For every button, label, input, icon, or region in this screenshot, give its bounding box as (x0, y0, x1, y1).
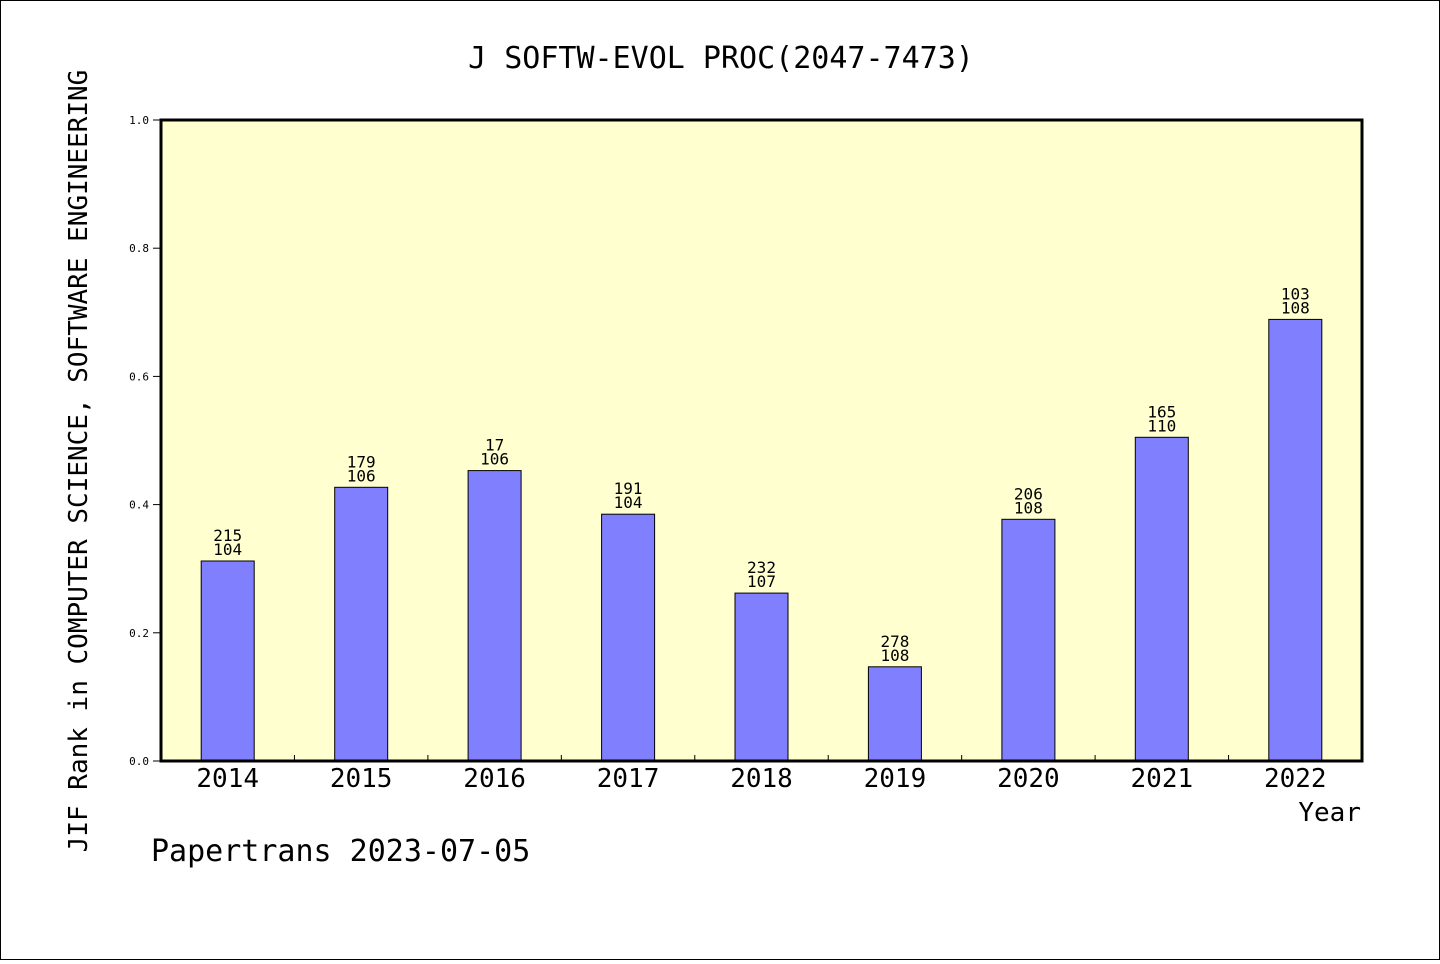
bar (867, 666, 922, 762)
bar-label-total: 104 (614, 493, 643, 512)
bar (334, 486, 389, 762)
bar (1001, 518, 1056, 762)
bar (734, 592, 789, 762)
bar (1134, 436, 1189, 762)
bar-label-total: 110 (1147, 416, 1176, 435)
bar-label-rank: 165 (1147, 402, 1176, 421)
x-tick-label: 2022 (1264, 764, 1327, 794)
bar-label-total: 104 (213, 540, 242, 559)
bar-label-total: 106 (347, 466, 376, 485)
bar-label-rank: 17 (485, 436, 504, 455)
bars-group: 2151041791061710619110423210727810820610… (200, 284, 1323, 762)
x-tick-label: 2021 (1131, 764, 1194, 794)
x-tick-label: 2019 (864, 764, 927, 794)
y-axis: 0.0 0.2 0.4 0.6 0.8 1.0 (129, 114, 161, 768)
x-tick-label: 2016 (463, 764, 526, 794)
bar-label-rank: 103 (1281, 284, 1310, 303)
chart-title: J SOFTW-EVOL PROC(2047-7473) (468, 41, 974, 76)
bar (467, 470, 522, 762)
bar-label-rank: 215 (213, 526, 242, 545)
bar (601, 513, 656, 762)
bar-label-rank: 232 (747, 558, 776, 577)
watermark-text: Papertrans 2023-07-05 (151, 834, 531, 869)
x-tick-label: 2018 (730, 764, 793, 794)
bar-label-rank: 191 (614, 479, 643, 498)
bar-label-rank: 179 (347, 452, 376, 471)
y-tick-label: 1.0 (129, 114, 149, 127)
bar-label-total: 107 (747, 572, 776, 591)
bar-label-total: 106 (480, 450, 509, 469)
y-tick-label: 0.0 (129, 755, 149, 768)
bar-label-total: 108 (1281, 298, 1310, 317)
bar-label-rank: 278 (880, 632, 909, 651)
plot-border (159, 118, 1364, 763)
x-axis-label: Year (1298, 798, 1361, 828)
y-tick-label: 0.6 (129, 370, 149, 383)
x-axis: 2014 2015 2016 2017 2018 2019 2020 2021 2022 (196, 755, 1327, 794)
bar (200, 560, 255, 762)
x-tick-label: 2020 (997, 764, 1060, 794)
x-tick-label: 2017 (597, 764, 660, 794)
y-tick-label: 0.8 (129, 242, 149, 255)
bar-label-rank: 206 (1014, 484, 1043, 503)
bar-label-total: 108 (880, 646, 909, 665)
x-tick-label: 2015 (330, 764, 393, 794)
x-tick-label: 2014 (196, 764, 259, 794)
bar-label-total: 108 (1014, 498, 1043, 517)
bar (1268, 318, 1323, 762)
y-tick-label: 0.4 (129, 499, 149, 512)
y-axis-label: JIF Rank in COMPUTER SCIENCE, SOFTWARE E… (64, 70, 94, 853)
y-tick-label: 0.2 (129, 627, 149, 640)
